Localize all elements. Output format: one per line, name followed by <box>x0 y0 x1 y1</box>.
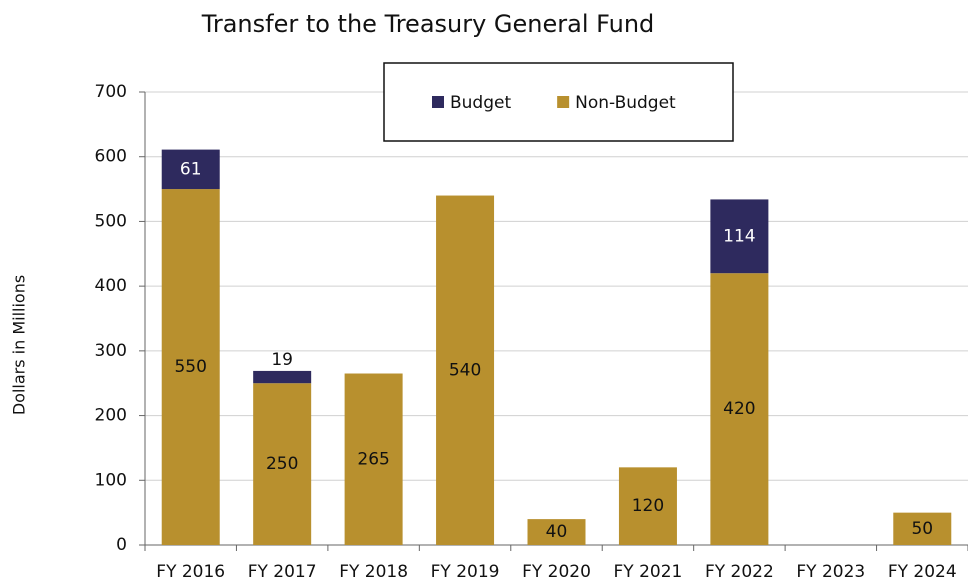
x-tick-label: FY 2020 <box>522 562 591 582</box>
y-tick-label: 200 <box>95 406 127 426</box>
bar-segment <box>527 519 586 545</box>
x-tick-label: FY 2016 <box>156 562 225 582</box>
data-label: 420 <box>723 399 755 419</box>
data-label: 40 <box>546 522 568 542</box>
bar-segment <box>618 467 677 545</box>
y-tick-label: 700 <box>95 82 127 102</box>
data-label: 250 <box>266 454 298 474</box>
bar-segment <box>344 373 403 545</box>
bar-segment <box>710 199 769 274</box>
y-tick-label: 100 <box>95 470 127 490</box>
data-label: 61 <box>180 159 202 179</box>
bar-segment <box>161 189 220 546</box>
y-tick-label: 400 <box>95 276 127 296</box>
y-axis-label: Dollars in Millions <box>10 275 29 415</box>
x-tick-label: FY 2021 <box>614 562 683 582</box>
x-tick-label: FY 2023 <box>796 562 865 582</box>
bar-segment <box>161 149 220 190</box>
x-tick-label: FY 2018 <box>339 562 408 582</box>
chart-title: Transfer to the Treasury General Fund <box>201 10 655 38</box>
data-label: 50 <box>911 519 933 539</box>
x-tick-label: FY 2022 <box>705 562 774 582</box>
y-tick-label: 500 <box>95 211 127 231</box>
bar-segment <box>253 383 312 545</box>
bar-segment <box>436 195 495 546</box>
y-tick-label: 600 <box>95 147 127 167</box>
data-label: 265 <box>357 449 389 469</box>
x-tick-label: FY 2019 <box>431 562 500 582</box>
bar-segment <box>893 512 952 545</box>
legend-label: Non-Budget <box>575 93 676 113</box>
x-tick-label: FY 2017 <box>248 562 317 582</box>
data-label: 550 <box>174 357 206 377</box>
bar-segment <box>710 273 769 545</box>
data-label: 540 <box>449 360 481 380</box>
legend-swatch <box>432 96 444 108</box>
y-tick-label: 300 <box>95 341 127 361</box>
data-label: 19 <box>271 350 293 370</box>
bar-segment <box>253 370 312 384</box>
legend-swatch <box>557 96 570 108</box>
data-label: 120 <box>632 496 664 516</box>
legend-label: Budget <box>450 93 511 113</box>
data-label: 114 <box>723 226 755 246</box>
x-tick-label: FY 2024 <box>888 562 957 582</box>
y-tick-label: 0 <box>116 535 127 555</box>
